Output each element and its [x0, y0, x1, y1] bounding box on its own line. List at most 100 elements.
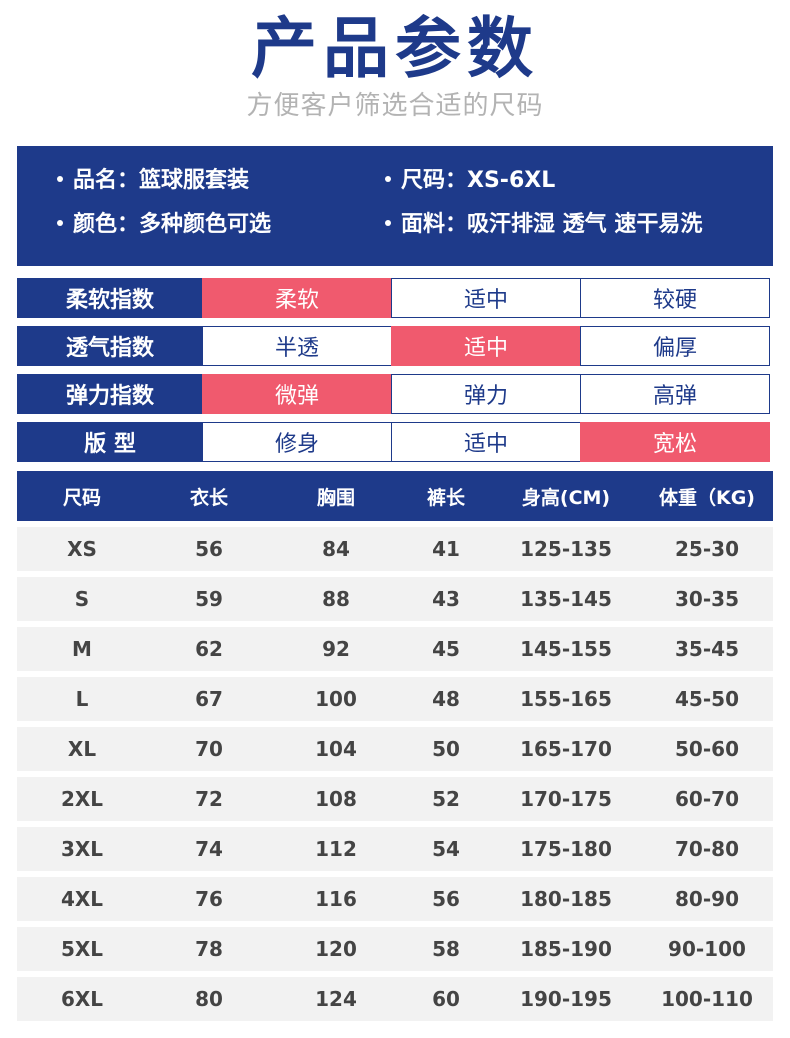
- table-cell: 84: [322, 537, 350, 561]
- table-cell: 108: [315, 787, 357, 811]
- index-label: 版 型: [17, 422, 203, 462]
- table-cell: 175-180: [520, 837, 612, 861]
- table-cell: 112: [315, 837, 357, 861]
- table-cell: 185-190: [520, 937, 612, 961]
- table-cell: 78: [195, 937, 223, 961]
- index-option: 修身: [202, 422, 392, 462]
- table-cell: 80: [195, 987, 223, 1011]
- index-row: 弹力指数 微弹 弹力 高弹: [17, 374, 773, 414]
- table-cell: 145-155: [520, 637, 612, 661]
- table-row: XS 56 84 41 125-135 25-30: [17, 527, 773, 571]
- table-cell: 50: [432, 737, 460, 761]
- table-cell: 76: [195, 887, 223, 911]
- table-cell: 41: [432, 537, 460, 561]
- bullet-icon: [385, 176, 391, 182]
- table-cell: 100-110: [661, 987, 753, 1011]
- table-cell: 5XL: [60, 937, 104, 961]
- table-cell: 48: [432, 687, 460, 711]
- info-fabric: 面料：吸汗排湿 透气 速干易洗: [385, 206, 702, 244]
- table-cell: 88: [322, 587, 350, 611]
- table-cell: 124: [315, 987, 357, 1011]
- table-row: M 62 92 45 145-155 35-45: [17, 627, 773, 671]
- table-row: 5XL 78 120 58 185-190 90-100: [17, 927, 773, 971]
- table-cell: 3XL: [60, 837, 104, 861]
- product-info-panel: 品名：篮球服套装 尺码：XS-6XL 颜色：多种颜色可选 面料：吸汗排湿 透气 …: [17, 146, 773, 266]
- index-option-selected: 宽松: [580, 422, 770, 462]
- table-cell: 135-145: [520, 587, 612, 611]
- size-table-header: 尺码 衣长 胸围 裤长 身高(CM) 体重（KG): [17, 471, 773, 521]
- header-size: 尺码: [62, 486, 101, 509]
- table-cell: 43: [432, 587, 460, 611]
- table-row: 3XL 74 112 54 175-180 70-80: [17, 827, 773, 871]
- table-cell: 52: [432, 787, 460, 811]
- table-row: XL 70 104 50 165-170 50-60: [17, 727, 773, 771]
- index-option: 弹力: [391, 374, 581, 414]
- header-pants-length: 裤长: [426, 486, 465, 509]
- index-option: 适中: [391, 278, 581, 318]
- info-color: 颜色：多种颜色可选: [57, 206, 271, 244]
- table-cell: 92: [322, 637, 350, 661]
- table-cell: 56: [432, 887, 460, 911]
- index-option-selected: 适中: [391, 326, 581, 366]
- table-cell: 90-100: [668, 937, 746, 961]
- info-fabric-text: 面料：吸汗排湿 透气 速干易洗: [401, 212, 703, 237]
- table-cell: 45: [432, 637, 460, 661]
- table-cell: 190-195: [520, 987, 612, 1011]
- bullet-icon: [57, 220, 63, 226]
- table-cell: 120: [315, 937, 357, 961]
- table-cell: 25-30: [675, 537, 739, 561]
- table-cell: 56: [195, 537, 223, 561]
- index-row: 柔软指数 柔软 适中 较硬: [17, 278, 773, 318]
- table-row: S 59 88 43 135-145 30-35: [17, 577, 773, 621]
- header-length: 衣长: [189, 486, 228, 509]
- table-cell: 54: [432, 837, 460, 861]
- table-cell: 70-80: [675, 837, 739, 861]
- table-cell: 170-175: [520, 787, 612, 811]
- index-option-selected: 柔软: [202, 278, 392, 318]
- index-option: 半透: [202, 326, 392, 366]
- table-cell: 116: [315, 887, 357, 911]
- table-cell: 2XL: [60, 787, 104, 811]
- info-name: 品名：篮球服套装: [57, 162, 249, 200]
- size-table: 尺码 衣长 胸围 裤长 身高(CM) 体重（KG) XS 56 84 41 125-13…: [17, 471, 773, 1027]
- table-row: L 67 100 48 155-165 45-50: [17, 677, 773, 721]
- table-cell: 80-90: [675, 887, 739, 911]
- table-row: 4XL 76 116 56 180-185 80-90: [17, 877, 773, 921]
- index-label: 弹力指数: [17, 374, 203, 414]
- info-size: 尺码：XS-6XL: [385, 162, 555, 200]
- table-cell: 72: [195, 787, 223, 811]
- table-cell: 62: [195, 637, 223, 661]
- table-cell: 50-60: [675, 737, 739, 761]
- table-cell: 180-185: [520, 887, 612, 911]
- table-cell: 60-70: [675, 787, 739, 811]
- table-cell: XL: [67, 737, 97, 761]
- index-option: 适中: [391, 422, 581, 462]
- header-height: 身高(CM): [521, 486, 611, 509]
- table-cell: 45-50: [675, 687, 739, 711]
- table-cell: 60: [432, 987, 460, 1011]
- table-cell: M: [72, 637, 92, 661]
- page-title: 产品参数: [251, 10, 539, 87]
- page-subtitle: 方便客户筛选合适的尺码: [246, 91, 544, 121]
- table-cell: 67: [195, 687, 223, 711]
- index-label: 柔软指数: [17, 278, 203, 318]
- table-cell: 100: [315, 687, 357, 711]
- table-row: 2XL 72 108 52 170-175 60-70: [17, 777, 773, 821]
- info-color-text: 颜色：多种颜色可选: [73, 212, 272, 237]
- header-weight: 体重（KG): [658, 486, 755, 509]
- index-option: 高弹: [580, 374, 770, 414]
- index-label: 透气指数: [17, 326, 203, 366]
- table-cell: 30-35: [675, 587, 739, 611]
- table-cell: 4XL: [60, 887, 104, 911]
- table-cell: 6XL: [60, 987, 104, 1011]
- index-row: 版 型修身 适中 宽松: [17, 422, 773, 462]
- index-option: 较硬: [580, 278, 770, 318]
- table-cell: XS: [67, 537, 97, 561]
- header-chest: 胸围: [316, 486, 355, 509]
- bullet-icon: [57, 176, 63, 182]
- table-cell: 58: [432, 937, 460, 961]
- table-cell: S: [74, 587, 90, 611]
- table-cell: L: [75, 687, 89, 711]
- index-row: 透气指数 半透 适中 偏厚: [17, 326, 773, 366]
- table-cell: 104: [315, 737, 357, 761]
